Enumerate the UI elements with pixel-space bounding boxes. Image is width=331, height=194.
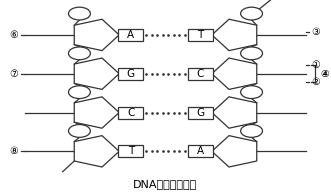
Circle shape xyxy=(69,125,90,137)
Text: T: T xyxy=(197,30,203,40)
Text: T: T xyxy=(128,146,134,156)
Circle shape xyxy=(241,125,262,137)
Text: G: G xyxy=(196,107,204,118)
Text: ③: ③ xyxy=(312,27,320,37)
Text: ⑥: ⑥ xyxy=(9,30,18,40)
Circle shape xyxy=(69,7,90,20)
Text: G: G xyxy=(127,69,135,79)
Circle shape xyxy=(241,7,262,20)
Polygon shape xyxy=(212,19,257,51)
Text: ④: ④ xyxy=(320,69,329,79)
FancyBboxPatch shape xyxy=(118,145,143,157)
Polygon shape xyxy=(74,136,119,167)
Circle shape xyxy=(241,47,262,60)
Text: ②: ② xyxy=(312,77,320,87)
FancyBboxPatch shape xyxy=(188,68,213,80)
Text: ⑦: ⑦ xyxy=(9,69,18,79)
Polygon shape xyxy=(212,58,257,89)
Circle shape xyxy=(69,86,90,99)
Circle shape xyxy=(69,47,90,60)
Text: ①: ① xyxy=(312,60,320,70)
FancyBboxPatch shape xyxy=(188,145,213,157)
Text: C: C xyxy=(127,107,134,118)
Text: A: A xyxy=(127,30,134,40)
Polygon shape xyxy=(212,97,257,128)
FancyBboxPatch shape xyxy=(188,29,213,41)
Polygon shape xyxy=(74,19,119,51)
FancyBboxPatch shape xyxy=(118,29,143,41)
Circle shape xyxy=(241,86,262,99)
Polygon shape xyxy=(74,58,119,89)
FancyBboxPatch shape xyxy=(118,68,143,80)
FancyBboxPatch shape xyxy=(188,107,213,119)
Polygon shape xyxy=(74,97,119,128)
Text: ⑧: ⑧ xyxy=(9,146,18,156)
Text: DNA双链的一部分: DNA双链的一部分 xyxy=(133,179,198,189)
Text: C: C xyxy=(197,69,204,79)
Text: A: A xyxy=(197,146,204,156)
Polygon shape xyxy=(212,136,257,167)
FancyBboxPatch shape xyxy=(118,107,143,119)
